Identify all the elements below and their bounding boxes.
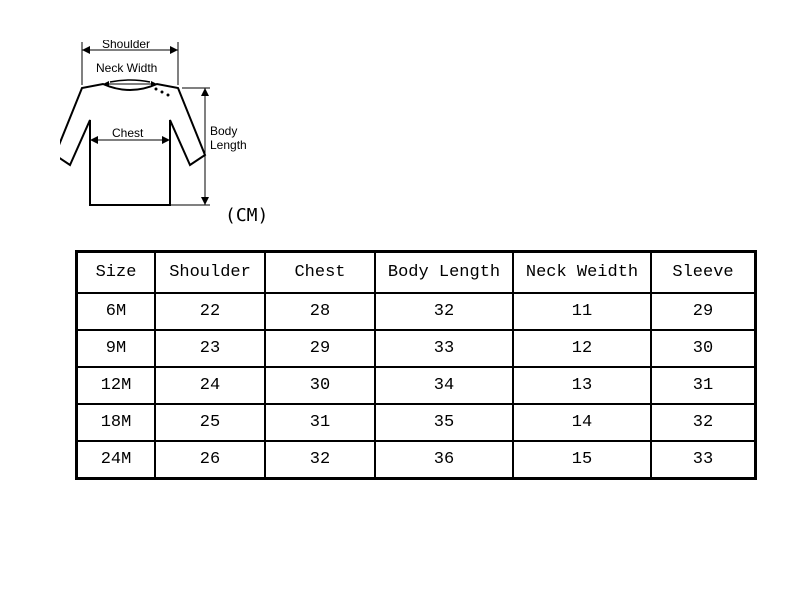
- table-cell: 24M: [77, 441, 156, 479]
- table-cell: 9M: [77, 330, 156, 367]
- diagram-label-chest: Chest: [112, 126, 144, 140]
- table-cell: 15: [513, 441, 651, 479]
- table-cell: 13: [513, 367, 651, 404]
- col-header-chest: Chest: [265, 252, 375, 294]
- col-header-size: Size: [77, 252, 156, 294]
- table-cell: 22: [155, 293, 265, 330]
- table-cell: 32: [651, 404, 756, 441]
- table-cell: 28: [265, 293, 375, 330]
- table-cell: 11: [513, 293, 651, 330]
- table-cell: 12M: [77, 367, 156, 404]
- table-cell: 32: [265, 441, 375, 479]
- table-row: 12M2430341331: [77, 367, 756, 404]
- diagram-label-bodylength-2: Length: [210, 138, 247, 152]
- table-cell: 18M: [77, 404, 156, 441]
- col-header-bodylength: Body Length: [375, 252, 513, 294]
- table-cell: 24: [155, 367, 265, 404]
- table-cell: 30: [265, 367, 375, 404]
- table-cell: 33: [375, 330, 513, 367]
- table-cell: 14: [513, 404, 651, 441]
- table-cell: 31: [265, 404, 375, 441]
- diagram-label-neckwidth: Neck Width: [96, 61, 157, 75]
- table-cell: 26: [155, 441, 265, 479]
- table-header-row: Size Shoulder Chest Body Length Neck Wei…: [77, 252, 756, 294]
- table-cell: 35: [375, 404, 513, 441]
- col-header-sleeve: Sleeve: [651, 252, 756, 294]
- table-row: 9M2329331230: [77, 330, 756, 367]
- unit-label: (CM): [225, 205, 268, 226]
- table-cell: 36: [375, 441, 513, 479]
- size-chart-table: Size Shoulder Chest Body Length Neck Wei…: [75, 250, 757, 480]
- table-cell: 32: [375, 293, 513, 330]
- garment-diagram: Shoulder Neck Width Body Length Chest: [60, 40, 260, 225]
- col-header-shoulder: Shoulder: [155, 252, 265, 294]
- table-cell: 33: [651, 441, 756, 479]
- table-cell: 30: [651, 330, 756, 367]
- table-cell: 25: [155, 404, 265, 441]
- table-cell: 34: [375, 367, 513, 404]
- table-cell: 29: [651, 293, 756, 330]
- table-row: 18M2531351432: [77, 404, 756, 441]
- table-cell: 12: [513, 330, 651, 367]
- col-header-neckwidth: Neck Weidth: [513, 252, 651, 294]
- table-cell: 29: [265, 330, 375, 367]
- table-cell: 6M: [77, 293, 156, 330]
- diagram-label-shoulder: Shoulder: [102, 40, 150, 51]
- table-row: 24M2632361533: [77, 441, 756, 479]
- table-cell: 31: [651, 367, 756, 404]
- table-cell: 23: [155, 330, 265, 367]
- diagram-label-bodylength-1: Body: [210, 124, 237, 138]
- table-row: 6M2228321129: [77, 293, 756, 330]
